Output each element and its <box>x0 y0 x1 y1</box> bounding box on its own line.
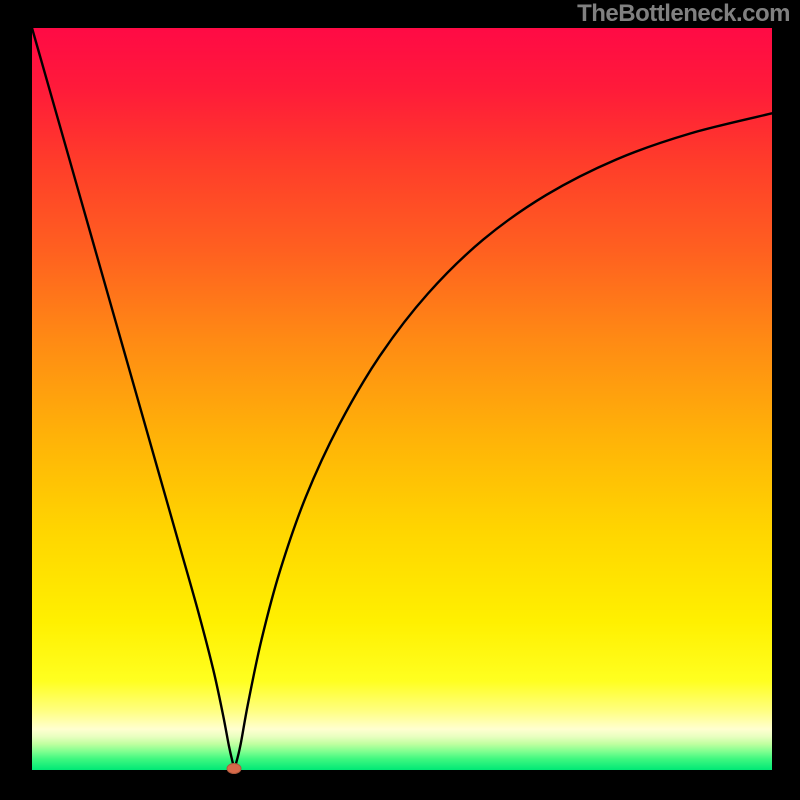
chart-container: TheBottleneck.com <box>0 0 800 800</box>
chart-svg <box>0 0 800 800</box>
minimum-marker <box>227 764 241 774</box>
plot-background <box>32 28 772 770</box>
watermark-text: TheBottleneck.com <box>577 0 790 28</box>
